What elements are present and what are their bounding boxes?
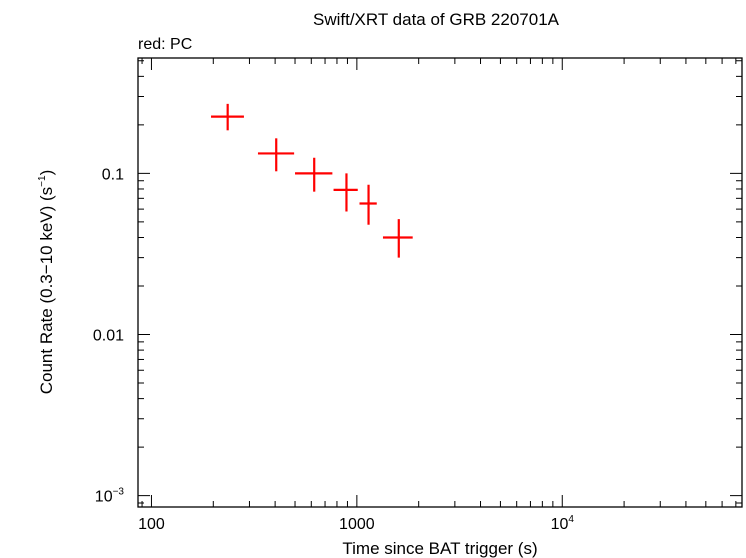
major-ticks	[138, 58, 742, 507]
y-tick-label-0.1: 0.1	[102, 166, 124, 183]
y-tick-labels: 0.1 0.01 10−3	[93, 166, 125, 505]
data-point	[382, 219, 413, 258]
x-tick-labels: 100 1000 104	[138, 514, 574, 533]
x-tick-label-10000: 104	[551, 514, 575, 533]
y-tick-label-0.01: 0.01	[93, 327, 124, 344]
chart-title: Swift/XRT data of GRB 220701A	[313, 10, 560, 29]
y-axis-label: Count Rate (0.3−10 keV) (s−1)	[37, 170, 56, 395]
plot-frame	[137, 57, 743, 508]
minor-ticks	[138, 58, 742, 507]
data-point	[333, 173, 358, 212]
legend-text: red: PC	[138, 36, 192, 53]
x-tick-label-100: 100	[138, 516, 165, 533]
y-tick-label-0.001: 10−3	[95, 487, 125, 506]
data-point	[359, 184, 377, 225]
data-point	[295, 157, 333, 192]
x-axis-label: Time since BAT trigger (s)	[342, 539, 537, 558]
data-point	[257, 138, 295, 172]
x-tick-label-1000: 1000	[339, 516, 375, 533]
data-point	[211, 103, 244, 131]
data-points	[211, 103, 413, 258]
